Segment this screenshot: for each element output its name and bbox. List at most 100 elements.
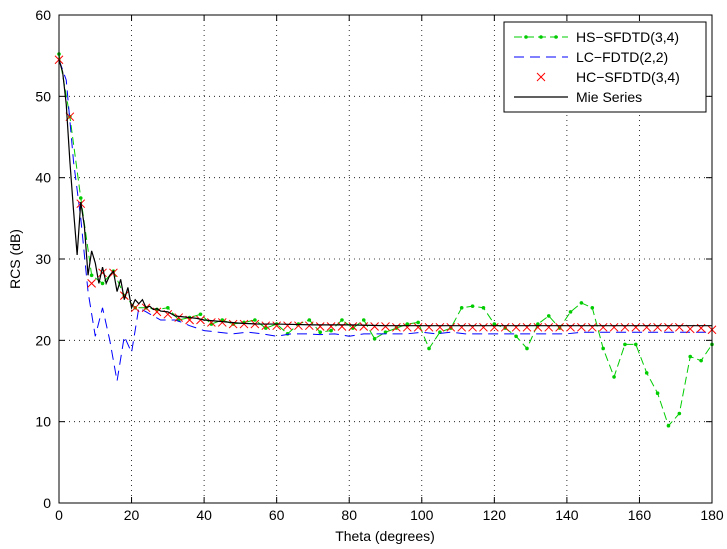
series-point-0: [623, 342, 627, 347]
series-point-0: [568, 310, 573, 314]
series-point-2: [402, 322, 412, 332]
tick-group: 0 20 40 60 80 100 120 140 160 180 0 10 20 30 40 50 60: [35, 7, 723, 523]
series-point-2: [511, 322, 521, 332]
series-point-2: [98, 268, 107, 278]
series-point-0: [361, 318, 366, 322]
series-point-2: [239, 319, 249, 329]
series-point-2: [381, 322, 390, 331]
series-point-0: [470, 304, 475, 308]
series-point-0: [590, 306, 595, 310]
x-tick-label: 180: [700, 507, 724, 523]
series-point-2: [207, 318, 216, 327]
x-tick-label: 80: [341, 507, 357, 523]
series-point-0: [644, 371, 649, 375]
y-tick-label: 0: [43, 495, 51, 511]
legend-marker-0: [554, 35, 558, 39]
x-tick-label: 20: [124, 507, 140, 523]
series-point-0: [253, 318, 257, 322]
legend-marker-0: [539, 35, 543, 39]
series-point-2: [370, 322, 379, 331]
legend: HS−SFDTD(3,4) LC−FDTD(2,2) HC−SFDTD(3,4) Mi…: [503, 21, 707, 113]
series-point-0: [688, 354, 693, 359]
series-point-2: [283, 321, 292, 331]
series-point-2: [228, 319, 238, 329]
series-point-2: [392, 322, 401, 332]
series-point-0: [405, 322, 410, 326]
series-point-0: [459, 306, 464, 310]
x-tick-label: 100: [410, 507, 434, 523]
series-point-2: [196, 315, 205, 325]
series-point-0: [416, 320, 420, 325]
series-point-0: [481, 306, 486, 310]
series-point-2: [337, 322, 347, 331]
x-tick-label: 160: [628, 507, 652, 523]
series-point-0: [612, 375, 616, 379]
series-point-2: [359, 322, 369, 331]
series-point-0: [579, 301, 584, 305]
series-point-0: [318, 330, 323, 335]
series-point-0: [89, 273, 94, 278]
series-line-3: [58, 59, 712, 327]
series-point-2: [533, 322, 543, 332]
legend-label-1: LC−FDTD(2,2): [576, 49, 668, 65]
series-point-2: [217, 318, 227, 327]
series-point-2: [468, 322, 477, 332]
legend-marker-2: [536, 72, 546, 82]
series-point-2: [642, 322, 652, 332]
series-point-2: [424, 322, 434, 332]
x-axis-label: Theta (degrees): [335, 528, 435, 544]
series-point-2: [609, 322, 619, 332]
series-point-0: [601, 346, 605, 351]
y-tick-label: 60: [35, 7, 51, 23]
series-point-0: [546, 314, 551, 318]
series-point-0: [307, 318, 312, 322]
y-axis-label: RCS (dB): [7, 229, 23, 289]
legend-label-0: HS−SFDTD(3,4): [576, 29, 679, 45]
series-group: [54, 52, 717, 428]
series-point-2: [577, 322, 586, 332]
series-point-2: [544, 322, 554, 332]
series-point-0: [340, 318, 344, 322]
series-point-0: [166, 306, 170, 310]
series-point-0: [536, 322, 540, 326]
series-point-2: [272, 321, 282, 331]
y-tick-label: 20: [35, 332, 51, 348]
series-point-2: [435, 322, 445, 332]
series-point-2: [87, 279, 97, 288]
series-point-0: [492, 322, 497, 326]
x-tick-label: 40: [196, 507, 212, 523]
series-point-2: [326, 322, 336, 331]
series-point-0: [383, 330, 388, 335]
series-point-2: [674, 322, 684, 332]
x-tick-label: 0: [55, 507, 63, 523]
series-point-2: [174, 313, 184, 322]
x-tick-label: 140: [555, 507, 579, 523]
series-point-2: [457, 322, 467, 332]
series-point-2: [315, 322, 325, 331]
series-point-2: [566, 322, 575, 332]
series-point-0: [666, 423, 671, 428]
x-tick-label: 60: [269, 507, 285, 523]
series-point-2: [631, 322, 641, 332]
series-point-0: [427, 346, 431, 351]
series-point-0: [449, 326, 453, 330]
series-point-0: [100, 281, 105, 286]
series-point-0: [699, 358, 703, 363]
series-point-0: [394, 326, 399, 330]
series-point-2: [348, 322, 358, 331]
series-point-0: [329, 328, 333, 333]
series-point-0: [655, 391, 660, 396]
series-point-2: [304, 321, 314, 331]
series-point-2: [587, 322, 597, 332]
series-point-2: [294, 321, 303, 331]
y-tick-label: 10: [35, 414, 51, 430]
series-point-2: [479, 322, 488, 332]
series-point-2: [620, 322, 630, 332]
x-tick-label: 120: [483, 507, 507, 523]
y-tick-label: 30: [35, 251, 51, 267]
series-point-2: [555, 322, 564, 332]
series-point-0: [503, 326, 508, 330]
series-point-0: [198, 312, 203, 317]
y-tick-label: 50: [35, 88, 51, 104]
